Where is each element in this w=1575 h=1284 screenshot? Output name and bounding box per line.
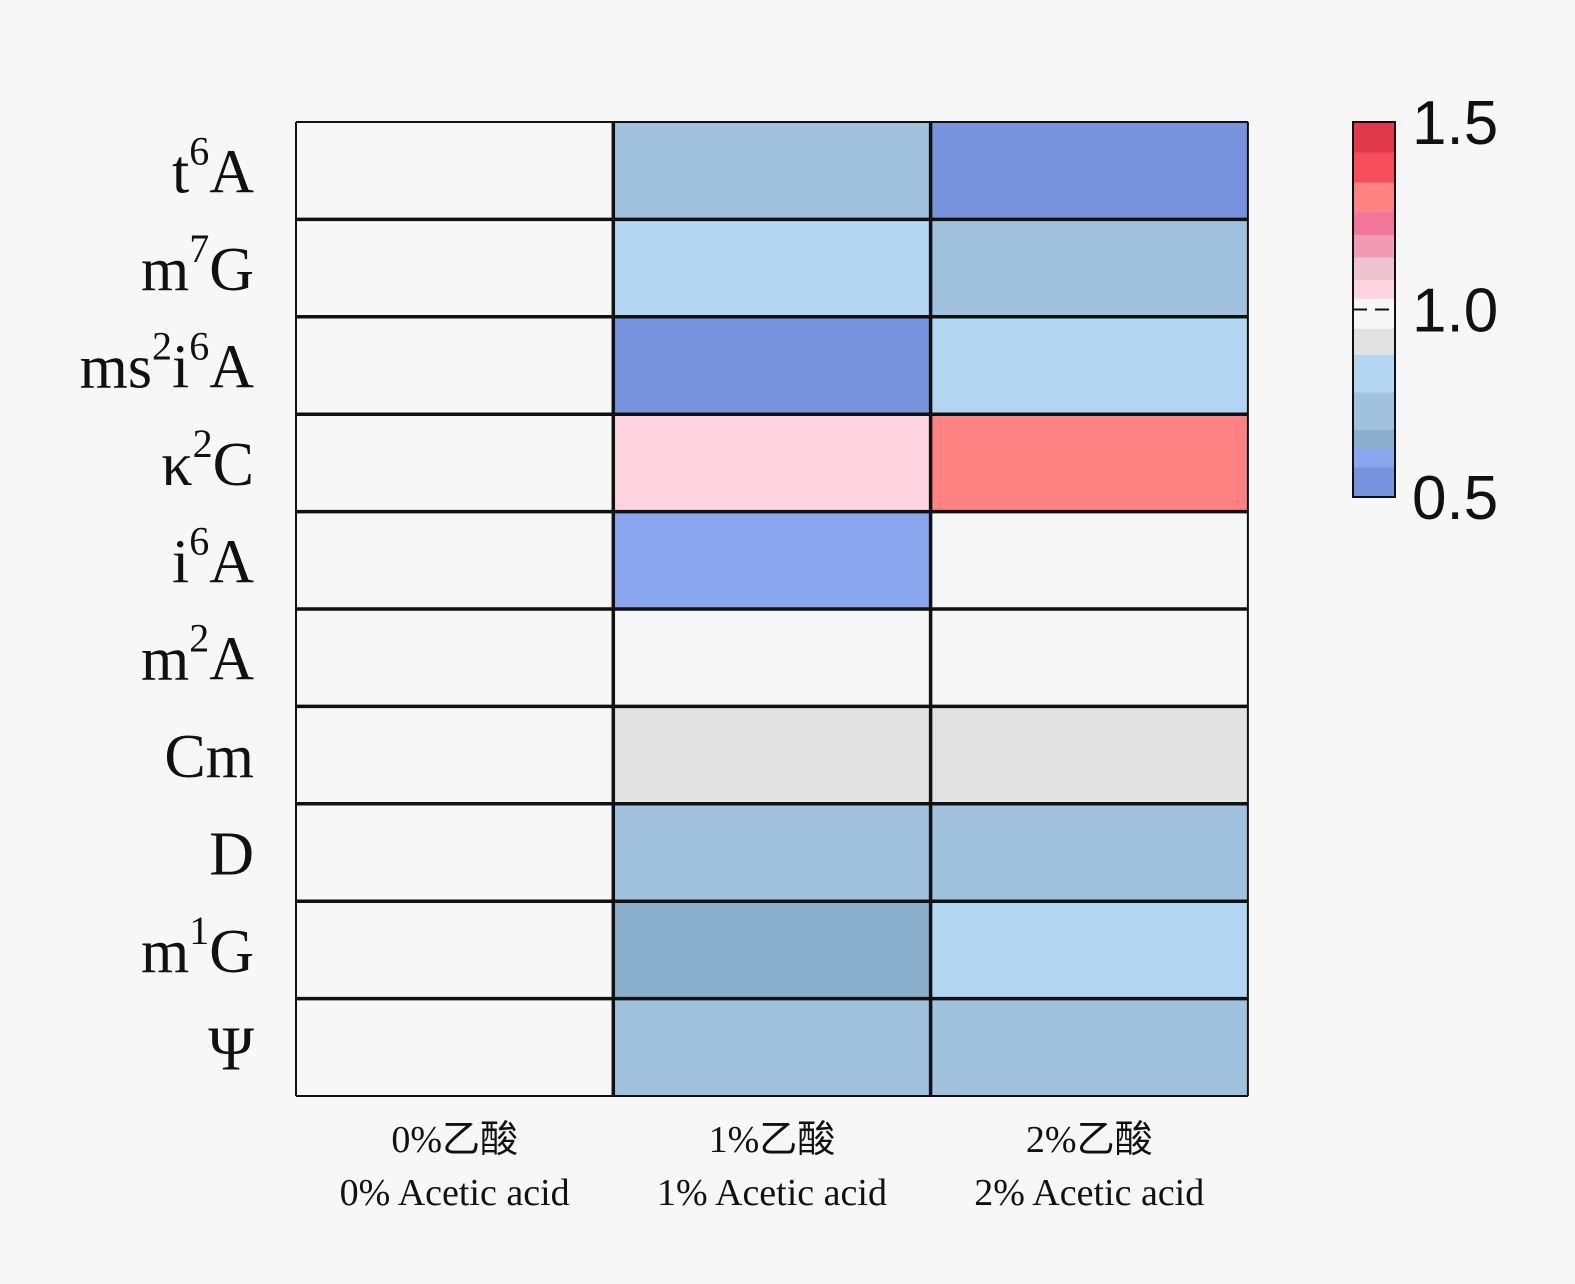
heatmap-cell <box>296 219 614 317</box>
column-label-cn: 1%乙酸 <box>709 1119 836 1161</box>
heatmap-cell <box>613 609 931 707</box>
row-label: m2A <box>141 616 254 694</box>
heatmap-cell <box>296 122 614 220</box>
column-label-cn: 2%乙酸 <box>1026 1119 1153 1161</box>
heatmap-cell <box>930 901 1248 999</box>
colorbar-tick-label: 1.5 <box>1412 89 1498 158</box>
colorbar-bin <box>1353 467 1395 498</box>
colorbar: 1.5 1.0 0.5 <box>1352 89 1498 533</box>
heatmap-cell <box>296 511 614 609</box>
heatmap-cell <box>930 316 1248 415</box>
heatmap-cell <box>613 316 931 415</box>
colorbar-bin <box>1353 448 1395 468</box>
colorbar-bin <box>1353 328 1395 355</box>
heatmap-cells <box>296 122 1248 1096</box>
column-label-cn: 0%乙酸 <box>391 1119 518 1161</box>
heatmap-cell <box>613 511 931 609</box>
heatmap-cell <box>613 414 931 512</box>
colorbar-bin <box>1353 152 1395 183</box>
row-label: κ2C <box>161 421 254 499</box>
row-label: Cm <box>164 723 254 791</box>
colorbar-bin <box>1353 122 1395 153</box>
row-label: ms2i6A <box>80 324 255 402</box>
heatmap-cell <box>930 609 1248 707</box>
colorbar-bin <box>1353 392 1395 430</box>
colorbar-bin <box>1353 182 1395 213</box>
heatmap-cell <box>613 901 931 999</box>
colorbar-bin <box>1353 257 1395 280</box>
heatmap-grid <box>295 121 1249 1097</box>
heatmap-cell <box>296 706 614 804</box>
heatmap-cell <box>930 122 1248 220</box>
column-labels: 0%乙酸 0% Acetic acid 1%乙酸 1% Acetic acid 2%乙酸… <box>340 1119 1205 1214</box>
heatmap-cell <box>296 998 614 1096</box>
row-label: D <box>209 821 254 889</box>
column-label-en: 0% Acetic acid <box>340 1172 570 1214</box>
heatmap-cell <box>930 414 1248 512</box>
row-label: m7G <box>141 226 254 304</box>
heatmap-cell <box>930 998 1248 1096</box>
column-label-en: 1% Acetic acid <box>657 1172 887 1214</box>
heatmap-cell <box>613 706 931 804</box>
heatmap-cell <box>296 901 614 999</box>
heatmap-cell <box>930 803 1248 902</box>
heatmap-cell <box>930 511 1248 609</box>
colorbar-bin <box>1353 234 1395 258</box>
heatmap-cell <box>296 414 614 512</box>
heatmap-cell <box>296 609 614 707</box>
colorbar-bin <box>1353 212 1395 235</box>
row-label: i6A <box>172 518 254 596</box>
column-label-en: 2% Acetic acid <box>974 1172 1204 1214</box>
heatmap-cell <box>613 998 931 1096</box>
heatmap-cell <box>613 122 931 220</box>
colorbar-bin <box>1353 354 1395 393</box>
row-label: m1G <box>141 908 254 986</box>
heatmap-cell <box>930 706 1248 804</box>
colorbar-bin <box>1353 298 1395 329</box>
heatmap-cell <box>296 316 614 415</box>
heatmap-cell <box>613 219 931 317</box>
heatmap-cell <box>296 803 614 902</box>
colorbar-bin <box>1353 279 1395 299</box>
heatmap-cell <box>930 219 1248 317</box>
row-label: t6A <box>172 129 254 207</box>
row-label: Ψ <box>208 1015 254 1083</box>
colorbar-bin <box>1353 429 1395 449</box>
colorbar-tick-label: 1.0 <box>1412 277 1498 346</box>
heatmap-cell <box>613 803 931 902</box>
colorbar-tick-label: 0.5 <box>1412 464 1498 533</box>
